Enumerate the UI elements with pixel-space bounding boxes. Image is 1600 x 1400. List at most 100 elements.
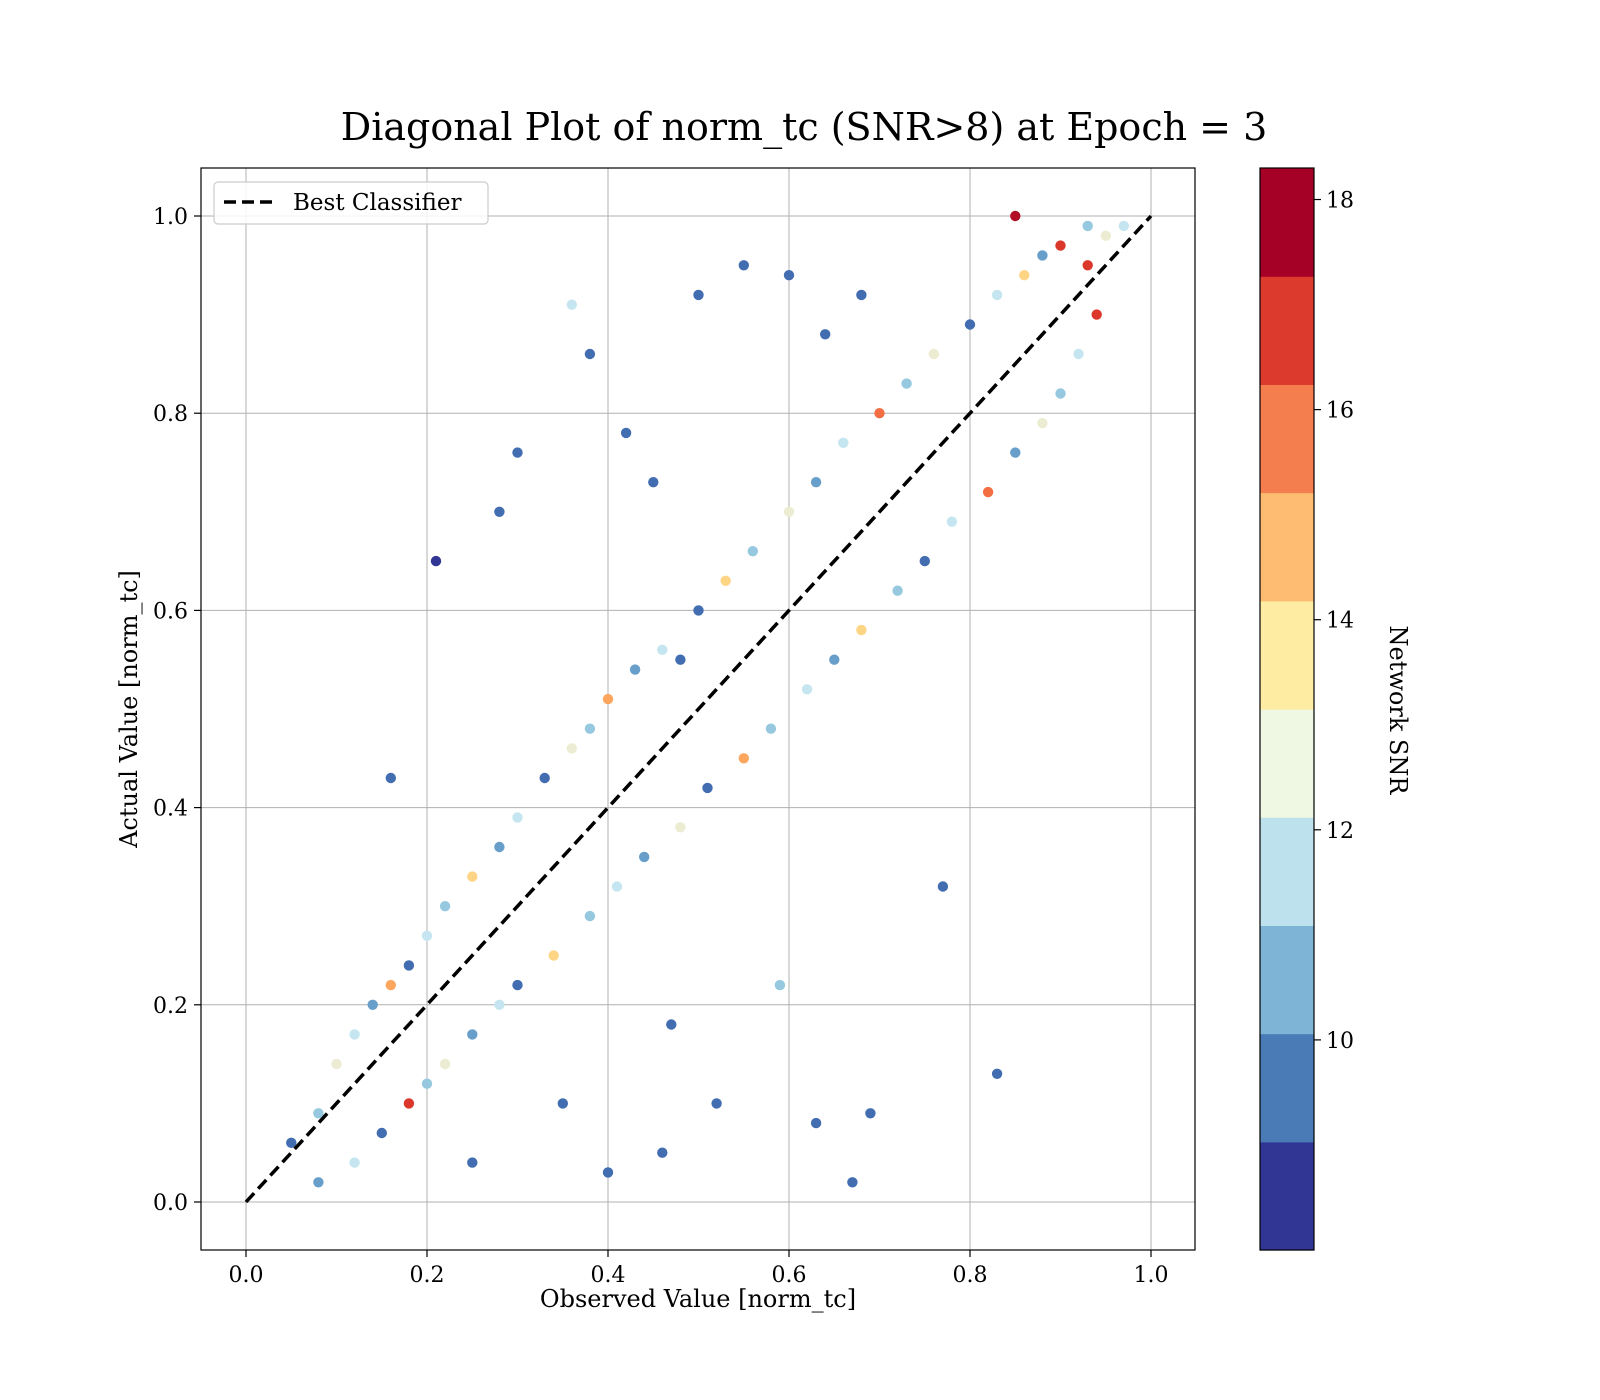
reference-line-group <box>244 214 1153 1204</box>
scatter-point <box>747 546 758 557</box>
scatter-point <box>467 871 478 882</box>
scatter-point <box>467 1029 478 1040</box>
scatter-point <box>629 664 641 675</box>
scatter-point <box>566 743 577 754</box>
scatter-point <box>548 950 559 961</box>
scatter-point <box>1055 388 1066 399</box>
scatter-point <box>982 486 994 498</box>
y-axis-ticks: 0.0 0.2 0.4 0.6 0.8 1.0 <box>153 205 201 1216</box>
scatter-point <box>639 851 650 863</box>
scatter-point <box>566 299 577 310</box>
scatter-point <box>693 605 704 616</box>
scatter-point <box>584 723 596 734</box>
colorbar-band <box>1260 709 1314 818</box>
scatter-point <box>286 1137 297 1149</box>
colorbar-tick-label: 12 <box>1326 819 1354 844</box>
scatter-point <box>711 1098 722 1109</box>
scatter-point <box>539 772 550 784</box>
scatter-point <box>892 585 903 596</box>
scatter-point <box>403 1098 415 1109</box>
x-tick-label: 1.0 <box>1134 1263 1169 1288</box>
y-tick-label: 0.0 <box>153 1191 188 1216</box>
scatter-point <box>385 772 396 784</box>
colorbar-band <box>1260 384 1314 494</box>
scatter-point <box>1073 348 1084 360</box>
scatter-point <box>702 782 713 794</box>
scatter-point <box>1010 210 1021 222</box>
y-axis-label: Actual Value [norm_tc] <box>115 570 143 849</box>
scatter-point <box>1037 417 1048 429</box>
colorbar: 10 12 14 16 18 <box>1259 167 1354 1251</box>
x-axis-ticks: 0.0 0.2 0.4 0.6 0.8 1.0 <box>229 1250 1169 1288</box>
scatter-point <box>1091 309 1102 320</box>
colorbar-band <box>1260 1033 1314 1143</box>
x-tick-label: 0.4 <box>591 1263 626 1288</box>
scatter-point <box>675 654 686 665</box>
scatter-point <box>1055 240 1066 251</box>
scatter-point <box>765 723 777 734</box>
colorbar-frame <box>1259 167 1315 1251</box>
x-tick-label: 0.8 <box>953 1263 988 1288</box>
scatter-point <box>611 881 623 892</box>
scatter-point <box>557 1098 568 1109</box>
legend-box <box>213 181 489 225</box>
scatter-point <box>937 881 949 892</box>
colorbar-band <box>1260 600 1314 710</box>
scatter-point <box>403 960 415 971</box>
scatter-point <box>602 693 614 705</box>
x-axis-label: Observed Value [norm_tc] <box>540 1285 856 1313</box>
x-tick-label: 0.6 <box>772 1263 807 1288</box>
scatter-point <box>385 979 396 991</box>
scatter-point <box>991 1068 1003 1080</box>
scatter-point <box>774 979 786 991</box>
colorbar-tick-label: 18 <box>1326 189 1354 214</box>
scatter-point <box>801 684 813 695</box>
scatter-point <box>584 348 596 360</box>
colorbar-band <box>1260 1141 1314 1251</box>
best-classifier-line <box>244 214 1153 1204</box>
y-tick-label: 0.6 <box>153 599 188 624</box>
scatter-point <box>376 1127 387 1139</box>
scatter-point <box>1082 220 1093 232</box>
scatter-point <box>874 408 885 419</box>
scatter-point <box>738 260 749 271</box>
scatter-point <box>820 329 831 340</box>
scatter-point <box>783 506 795 517</box>
scatter-point <box>421 930 433 941</box>
scatter-point <box>991 289 1003 301</box>
legend-label: Best Classifier <box>293 190 461 216</box>
colorbar-band <box>1260 168 1314 277</box>
chart-title: Diagonal Plot of norm_tc (SNR>8) at Epoc… <box>341 105 1268 150</box>
scatter-point <box>657 1147 668 1158</box>
scatter-point <box>865 1108 876 1119</box>
scatter-point <box>856 289 867 301</box>
scatter-point <box>829 654 840 665</box>
scatter-point <box>964 319 976 330</box>
scatter-point <box>349 1029 360 1040</box>
scatter-point <box>313 1177 324 1188</box>
colorbar-label: Network SNR <box>1384 626 1412 796</box>
legend: Best Classifier <box>213 181 489 225</box>
y-tick-label: 0.4 <box>153 797 188 822</box>
scatter-point <box>657 644 668 655</box>
scatter-point <box>349 1157 360 1168</box>
scatter-point <box>693 289 704 301</box>
scatter-point <box>1082 260 1093 271</box>
colorbar-tick-label: 14 <box>1326 609 1354 634</box>
scatter-point <box>946 516 958 527</box>
scatter-point <box>1037 250 1048 261</box>
scatter-point <box>467 1157 478 1168</box>
scatter-point <box>494 506 505 517</box>
scatter-point <box>439 901 451 912</box>
scatter-point <box>738 753 749 764</box>
scatter-point <box>602 1167 614 1178</box>
scatter-point <box>648 477 659 488</box>
scatter-point <box>512 447 523 458</box>
x-tick-label: 0.2 <box>410 1263 445 1288</box>
scatter-point <box>439 1058 451 1070</box>
scatter-point <box>331 1058 342 1070</box>
x-tick-label: 0.0 <box>229 1263 264 1288</box>
scatter-point <box>928 348 939 360</box>
colorbar-tick-label: 16 <box>1326 399 1354 424</box>
